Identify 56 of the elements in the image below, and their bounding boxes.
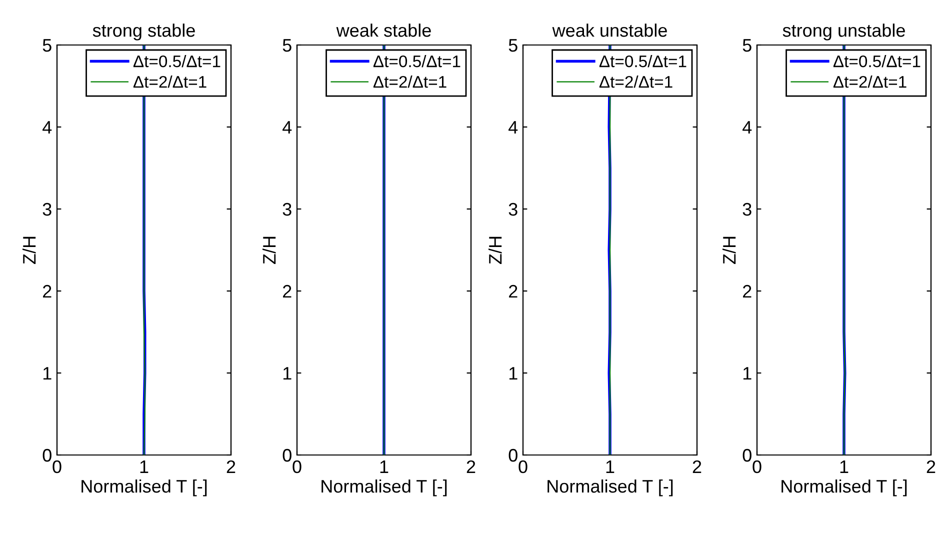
x-tick-label: 2 — [226, 460, 236, 473]
x-axis-title: Normalised T [-] — [782, 479, 907, 496]
y-tick-label: 1 — [509, 367, 518, 380]
y-axis-title: Z/H — [722, 236, 736, 264]
y-axis-title: Z/H — [262, 236, 276, 264]
y-tick-label: 4 — [282, 121, 292, 134]
legend-label: Δt=2/Δt=1 — [833, 76, 906, 88]
y-tick-label: 2 — [43, 284, 52, 298]
legend-label: Δt=0.5/Δt=1 — [373, 55, 460, 68]
x-axis-title: Normalised T [-] — [548, 479, 673, 496]
y-tick-label: 3 — [282, 202, 292, 216]
x-axis-title: Normalised T [-] — [82, 479, 207, 496]
legend-label: Δt=0.5/Δt=1 — [599, 55, 686, 68]
x-tick-label: 2 — [926, 460, 936, 473]
y-tick-label: 3 — [508, 202, 518, 216]
x-tick-label: 1 — [380, 460, 388, 473]
legend-label: Δt=2/Δt=1 — [599, 76, 672, 88]
y-tick-label: 4 — [742, 121, 752, 134]
y-tick-label: 1 — [283, 367, 292, 380]
x-tick-label: 0 — [518, 460, 528, 474]
y-axis-title: Z/H — [22, 236, 36, 264]
y-tick-label: 3 — [42, 202, 52, 216]
y-tick-label: 1 — [43, 367, 52, 380]
x-tick-label: 2 — [692, 460, 702, 473]
x-tick-label: 0 — [52, 460, 62, 474]
y-tick-label: 0 — [742, 448, 752, 462]
y-tick-label: 2 — [283, 284, 292, 298]
y-tick-label: 2 — [509, 284, 518, 298]
legend-label: Δt=2/Δt=1 — [373, 76, 446, 88]
chart-title: weak unstable — [552, 24, 667, 37]
x-tick-label: 0 — [292, 460, 302, 474]
y-tick-label: 5 — [742, 39, 752, 52]
chart-title: strong stable — [92, 24, 195, 40]
x-tick-label: 2 — [466, 460, 476, 473]
y-tick-label: 4 — [42, 121, 52, 134]
y-tick-label: 3 — [742, 202, 752, 216]
x-tick-label: 1 — [606, 460, 614, 473]
legend-label: Δt=2/Δt=1 — [133, 76, 206, 88]
x-tick-label: 0 — [752, 460, 762, 474]
x-tick-label: 1 — [840, 460, 848, 473]
y-tick-label: 5 — [508, 39, 518, 52]
y-tick-label: 0 — [282, 448, 292, 462]
y-tick-label: 4 — [508, 121, 518, 134]
y-tick-label: 0 — [508, 448, 518, 462]
y-tick-label: 1 — [743, 367, 752, 380]
legend-label: Δt=0.5/Δt=1 — [133, 55, 220, 68]
y-tick-label: 5 — [42, 39, 52, 52]
y-tick-label: 0 — [42, 448, 52, 462]
y-tick-label: 5 — [282, 39, 292, 52]
x-axis-title: Normalised T [-] — [322, 479, 447, 496]
chart-title: weak stable — [336, 24, 431, 37]
y-tick-label: 2 — [743, 284, 752, 298]
legend-label: Δt=0.5/Δt=1 — [833, 55, 920, 68]
x-tick-label: 1 — [140, 460, 148, 473]
y-axis-title: Z/H — [488, 236, 502, 264]
chart-title: strong unstable — [782, 24, 905, 40]
